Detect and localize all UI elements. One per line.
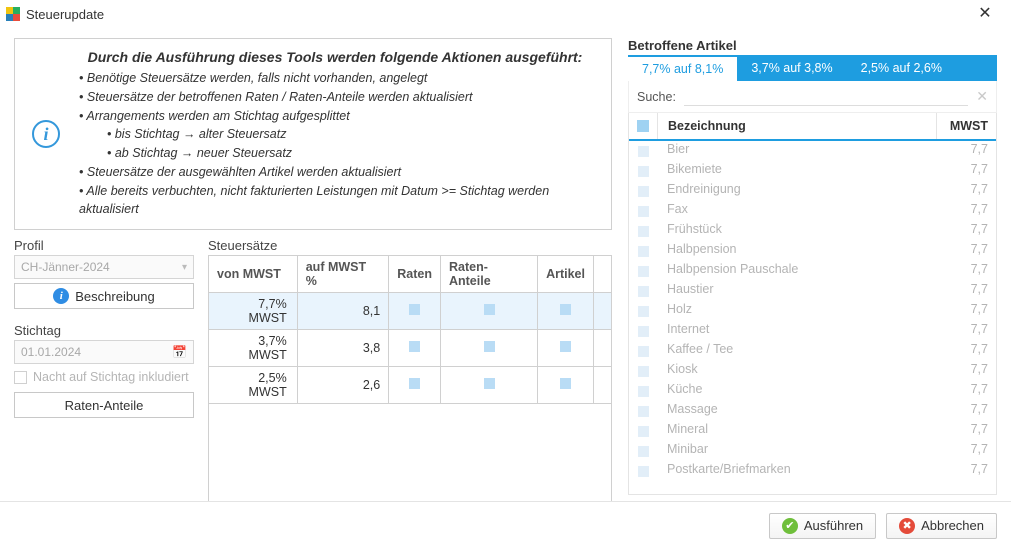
check-icon (484, 378, 495, 389)
articles-label: Betroffene Artikel (628, 38, 997, 53)
close-icon[interactable]: ✕ (965, 0, 1005, 28)
article-row[interactable]: Bikemiete7,7 (629, 161, 996, 181)
article-row[interactable]: Fax7,7 (629, 201, 996, 221)
article-row[interactable]: Mineral7,7 (629, 421, 996, 441)
info-line: Steuersätze der betroffenen Raten / Rate… (79, 88, 597, 107)
row-checkbox[interactable] (638, 306, 649, 317)
article-row[interactable]: Massage7,7 (629, 401, 996, 421)
check-icon (409, 341, 420, 352)
tab[interactable]: 3,7% auf 3,8% (737, 55, 846, 81)
check-icon (484, 341, 495, 352)
col-bezeichnung[interactable]: Bezeichnung (657, 113, 936, 139)
info-line: Alle bereits verbuchten, nicht fakturier… (79, 182, 597, 220)
article-row[interactable]: Bier7,7 (629, 141, 996, 161)
cancel-button[interactable]: ✖ Abbrechen (886, 513, 997, 539)
row-checkbox[interactable] (638, 326, 649, 337)
row-checkbox[interactable] (638, 206, 649, 217)
check-icon (484, 304, 495, 315)
clear-search-icon[interactable]: ✕ (976, 88, 988, 105)
article-row[interactable]: Kaffee / Tee7,7 (629, 341, 996, 361)
article-row[interactable]: Minibar7,7 (629, 441, 996, 461)
calendar-icon: 📅 (172, 345, 187, 359)
article-row[interactable]: Küche7,7 (629, 381, 996, 401)
row-checkbox[interactable] (638, 406, 649, 417)
row-checkbox[interactable] (638, 466, 649, 477)
article-row[interactable]: Postkarte/Briefmarken7,7 (629, 461, 996, 481)
info-panel: i Durch die Ausführung dieses Tools werd… (14, 38, 612, 230)
rates-row[interactable]: 3,7% MWST3,8 (209, 330, 612, 367)
chevron-down-icon: ▾ (182, 262, 187, 273)
info-small-icon: i (53, 288, 69, 304)
row-checkbox[interactable] (638, 166, 649, 177)
col-mwst[interactable]: MWST (936, 113, 996, 139)
col-to[interactable]: auf MWST % (297, 256, 389, 293)
check-icon (409, 378, 420, 389)
article-row[interactable]: Kiosk7,7 (629, 361, 996, 381)
profile-label: Profil (14, 238, 194, 253)
rates-row[interactable]: 7,7% MWST8,1 (209, 293, 612, 330)
col-raten[interactable]: Raten (389, 256, 441, 293)
rates-label: Steuersätze (208, 238, 612, 253)
bottom-bar: ✔ Ausführen ✖ Abbrechen (0, 501, 1011, 549)
execute-button[interactable]: ✔ Ausführen (769, 513, 876, 539)
info-line: bis Stichtag → alter Steuersatz (79, 125, 597, 144)
ok-icon: ✔ (782, 518, 798, 534)
article-row[interactable]: Halbpension7,7 (629, 241, 996, 261)
info-headline: Durch die Ausführung dieses Tools werden… (73, 49, 597, 65)
search-input[interactable] (684, 87, 968, 106)
row-checkbox[interactable] (638, 426, 649, 437)
tab[interactable]: 2,5% auf 2,6% (847, 55, 956, 81)
rates-table: von MWST auf MWST % Raten Raten-Anteile … (208, 255, 612, 404)
row-checkbox[interactable] (638, 146, 649, 157)
describe-button[interactable]: i Beschreibung (14, 283, 194, 309)
row-checkbox[interactable] (638, 386, 649, 397)
col-anteile[interactable]: Raten-Anteile (440, 256, 537, 293)
info-line: Arrangements werden am Stichtag aufgespl… (79, 107, 597, 126)
app-icon (6, 7, 20, 21)
article-row[interactable]: Haustier7,7 (629, 281, 996, 301)
checkbox-icon (14, 371, 27, 384)
article-row[interactable]: Frühstück7,7 (629, 221, 996, 241)
row-checkbox[interactable] (638, 226, 649, 237)
col-from[interactable]: von MWST (209, 256, 298, 293)
articles-tabs: 7,7% auf 8,1%3,7% auf 3,8%2,5% auf 2,6% (628, 55, 997, 81)
row-checkbox[interactable] (638, 366, 649, 377)
profile-selected: CH-Jänner-2024 (21, 260, 110, 274)
row-checkbox[interactable] (638, 446, 649, 457)
check-icon (560, 341, 571, 352)
night-included-checkbox[interactable]: Nacht auf Stichtag inkludiert (14, 370, 194, 384)
info-icon: i (32, 120, 60, 148)
article-row[interactable]: Holz7,7 (629, 301, 996, 321)
article-row[interactable]: Endreinigung7,7 (629, 181, 996, 201)
stichtag-input[interactable]: 01.01.2024 📅 (14, 340, 194, 364)
check-icon (409, 304, 420, 315)
row-checkbox[interactable] (638, 186, 649, 197)
info-line: ab Stichtag → neuer Steuersatz (79, 144, 597, 163)
profile-dropdown[interactable]: CH-Jänner-2024 ▾ (14, 255, 194, 279)
col-artikel[interactable]: Artikel (538, 256, 594, 293)
raten-anteile-button[interactable]: Raten-Anteile (14, 392, 194, 418)
info-line: Steuersätze der ausgewählten Artikel wer… (79, 163, 597, 182)
article-row[interactable]: Halbpension Pauschale7,7 (629, 261, 996, 281)
cancel-icon: ✖ (899, 518, 915, 534)
check-icon (560, 378, 571, 389)
row-checkbox[interactable] (638, 246, 649, 257)
stichtag-label: Stichtag (14, 323, 194, 338)
tab[interactable]: 7,7% auf 8,1% (628, 55, 737, 81)
row-checkbox[interactable] (638, 346, 649, 357)
check-icon (560, 304, 571, 315)
article-row[interactable]: Internet7,7 (629, 321, 996, 341)
title-bar: Steuerupdate ✕ (0, 0, 1011, 28)
select-all-checkbox[interactable] (637, 120, 649, 132)
search-label: Suche: (637, 90, 676, 104)
rates-row[interactable]: 2,5% MWST2,6 (209, 367, 612, 404)
row-checkbox[interactable] (638, 286, 649, 297)
articles-header: Bezeichnung MWST (629, 113, 996, 141)
window-title: Steuerupdate (26, 7, 965, 22)
row-checkbox[interactable] (638, 266, 649, 277)
info-line: Benötige Steuersätze werden, falls nicht… (79, 69, 597, 88)
search-row: Suche: ✕ (628, 81, 997, 113)
